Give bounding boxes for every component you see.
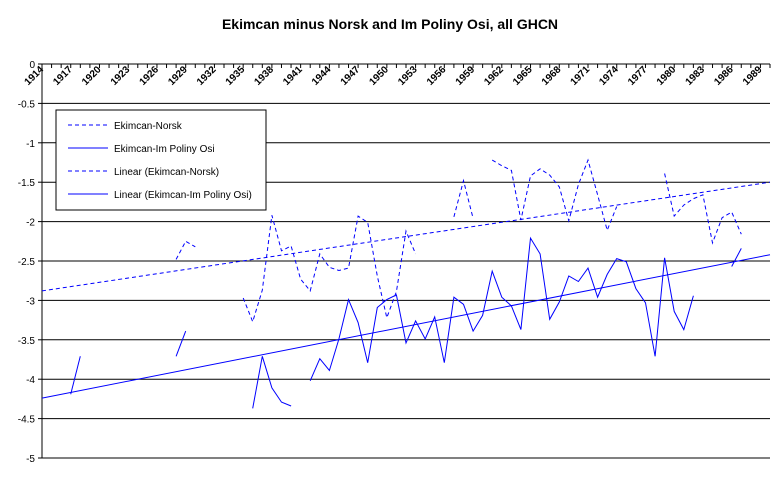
x-tick-label: 1968 [540, 64, 564, 88]
x-tick-label: 1950 [367, 64, 391, 88]
y-tick-label: -4 [26, 375, 35, 386]
y-tick-label: -0.5 [18, 99, 36, 110]
series-line [491, 158, 618, 232]
x-tick-label: 1965 [511, 64, 535, 88]
y-tick-label: -3.5 [18, 336, 36, 347]
series-line [252, 356, 292, 409]
series-line [731, 248, 742, 267]
y-tick-label: -1.5 [18, 178, 36, 189]
x-tick-label: 1944 [310, 64, 334, 88]
x-tick-label: 1959 [454, 64, 478, 88]
y-tick-label: -4.5 [18, 415, 36, 426]
trendline [41, 254, 771, 399]
series-ekimcan-im-poliny-osi [70, 236, 742, 409]
x-tick-label: 1914 [23, 64, 47, 88]
legend-box [55, 109, 267, 211]
legend: Ekimcan-Norsk Ekimcan-Im Poliny Osi Linear… [55, 109, 267, 211]
x-tick-label: 1923 [109, 64, 133, 88]
series-line [242, 215, 417, 324]
series-line [70, 356, 81, 395]
x-tick-label: 1980 [655, 64, 679, 88]
y-tick-label: -1 [26, 139, 35, 150]
x-tick-label: 1971 [569, 64, 593, 88]
y-tick-label: -3 [26, 296, 35, 307]
series-line [175, 240, 196, 260]
x-tick-label: 1935 [224, 64, 248, 88]
x-tick-label: 1920 [80, 64, 104, 88]
x-tick-label: 1941 [281, 64, 305, 88]
series-ekimcan-norsk [175, 158, 742, 324]
series-linear-ekimcan-norsk [41, 181, 771, 292]
x-tick-label: 1929 [166, 64, 190, 88]
legend-label: Ekimcan-Im Poliny Osi [114, 144, 215, 155]
x-tick-label: 1938 [253, 64, 277, 88]
series-line [453, 178, 474, 219]
x-tick-label: 1989 [741, 64, 765, 88]
y-tick-label: 0 [29, 60, 35, 71]
legend-label: Linear (Ekimcan-Norsk) [114, 167, 219, 178]
series-line [664, 173, 742, 245]
legend-label: Ekimcan-Norsk [114, 121, 183, 132]
chart-title: Ekimcan minus Norsk and Im Poliny Osi, a… [221, 16, 559, 32]
series-line [309, 236, 694, 381]
x-tick-label: 1956 [425, 64, 449, 88]
x-tick-label: 1953 [396, 64, 420, 88]
x-tick-label: 1974 [597, 64, 621, 88]
series-linear-ekimcan-im-poliny-osi [41, 254, 771, 399]
x-tick-label: 1926 [138, 64, 162, 88]
y-tick-label: -5 [26, 454, 35, 465]
x-tick-label: 1917 [51, 64, 75, 88]
x-tick-label: 1932 [195, 64, 219, 88]
series-lines [41, 158, 771, 409]
y-tick-label: -2.5 [18, 257, 36, 268]
x-tick-label: 1977 [626, 64, 650, 88]
x-tick-label: 1947 [339, 64, 363, 88]
x-tick-label: 1983 [684, 64, 708, 88]
series-line [175, 330, 187, 357]
x-tick-label: 1986 [712, 64, 736, 88]
trendline [41, 181, 771, 292]
y-tick-label: -2 [26, 218, 35, 229]
x-tick-label: 1962 [482, 64, 506, 88]
legend-label: Linear (Ekimcan-Im Poliny Osi) [114, 190, 252, 201]
